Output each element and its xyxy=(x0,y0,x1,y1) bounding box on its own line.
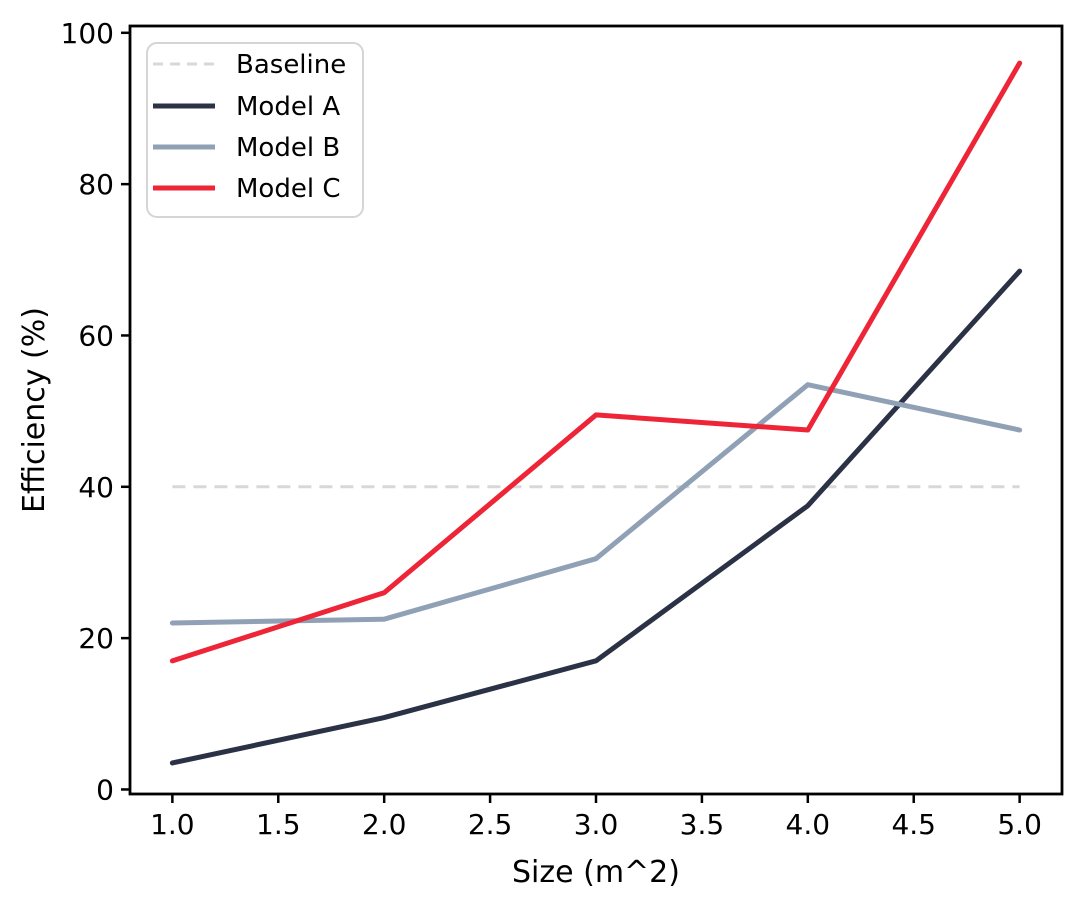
x-tick-label: 4.5 xyxy=(891,808,936,841)
y-tick-label: 100 xyxy=(61,17,114,50)
x-tick-label: 5.0 xyxy=(997,808,1042,841)
y-tick-label: 60 xyxy=(78,319,114,352)
y-tick-label: 20 xyxy=(78,622,114,655)
x-tick-label: 3.0 xyxy=(574,808,619,841)
x-axis-label: Size (m^2) xyxy=(512,855,680,890)
legend-label-model-c: Model C xyxy=(236,174,340,204)
y-tick-label: 40 xyxy=(78,471,114,504)
legend: Baseline Model A Model B Model C xyxy=(146,42,364,218)
x-tick-label: 1.5 xyxy=(256,808,301,841)
y-tick-label: 80 xyxy=(78,168,114,201)
y-axis-label: Efficiency (%) xyxy=(17,307,52,513)
x-tick-label: 4.0 xyxy=(786,808,831,841)
series-line-model-c xyxy=(169,60,1023,664)
legend-label-model-b: Model B xyxy=(236,133,340,163)
x-tick-label: 2.0 xyxy=(362,808,407,841)
legend-box xyxy=(146,42,364,218)
legend-label-baseline: Baseline xyxy=(236,50,346,80)
x-tick-label: 3.5 xyxy=(680,808,725,841)
y-tick-label: 0 xyxy=(96,773,114,806)
legend-label-model-a: Model A xyxy=(236,92,340,122)
x-tick-label: 2.5 xyxy=(468,808,513,841)
series-line-model-b xyxy=(169,382,1023,626)
series-line-model-a xyxy=(169,268,1023,766)
x-tick-label: 1.0 xyxy=(150,808,195,841)
